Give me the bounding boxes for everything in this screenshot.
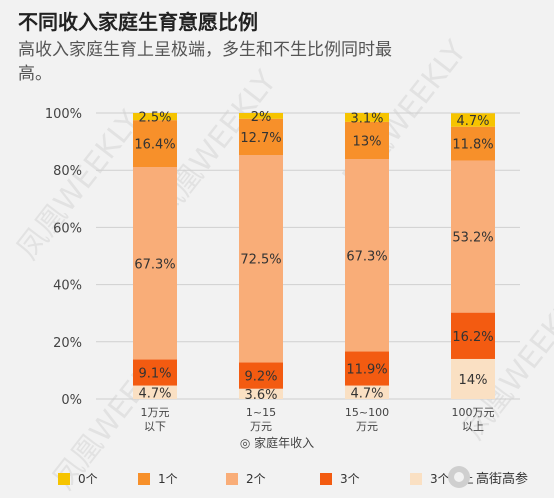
- legend-item-0: 0个: [58, 470, 98, 487]
- y-tick-label: 40%: [53, 279, 82, 294]
- data-label: 12.7%: [240, 131, 281, 146]
- data-label: 3.1%: [350, 111, 383, 126]
- legend-item-3: 3个: [320, 470, 360, 487]
- data-label: 67.3%: [134, 257, 175, 272]
- x-axis-label-icon: ◎: [239, 436, 251, 450]
- bar-segment: [239, 118, 283, 156]
- x-tick-label: 1~15: [246, 406, 276, 419]
- data-label: 11.9%: [346, 363, 387, 378]
- x-tick-label: 15~100: [345, 406, 389, 419]
- data-label: 13%: [353, 134, 382, 149]
- bar-segment: [239, 155, 283, 363]
- data-label: 11.8%: [452, 138, 493, 153]
- data-label: 2.5%: [138, 111, 171, 126]
- bar-segment: [133, 359, 177, 386]
- bar-segment: [239, 362, 283, 389]
- bar-segment: [451, 312, 495, 359]
- data-label: 53.2%: [452, 231, 493, 246]
- x-tick-label: 万元: [250, 420, 272, 433]
- bar-segment: [451, 113, 495, 127]
- legend-swatch: [226, 472, 238, 485]
- x-tick-label: 以下: [144, 420, 166, 433]
- bar-segment: [239, 113, 283, 119]
- bar-segment: [451, 160, 495, 313]
- data-label: 16.2%: [452, 330, 493, 345]
- y-tick-label: 80%: [53, 164, 82, 179]
- data-label: 67.3%: [346, 249, 387, 264]
- legend-item-2: 2个: [226, 470, 266, 487]
- chart-title: 不同收入家庭生育意愿比例: [18, 10, 258, 34]
- data-label: 4.7%: [350, 386, 383, 401]
- bar-segment: [451, 358, 495, 399]
- data-label: 16.4%: [134, 138, 175, 153]
- legend-label: 3个: [340, 472, 360, 486]
- data-label: 14%: [459, 373, 488, 388]
- legend-label: 2个: [246, 472, 266, 486]
- bar-segment: [133, 167, 177, 360]
- data-label: 4.7%: [456, 114, 489, 129]
- legend-item-1: 1个: [138, 470, 178, 487]
- bar-segment: [345, 159, 389, 352]
- y-tick-label: 20%: [53, 336, 82, 351]
- brand-name: 高街高参: [476, 471, 529, 487]
- data-label: 3.6%: [244, 388, 277, 403]
- bar-segment: [345, 351, 389, 386]
- wechat-icon: [448, 466, 470, 488]
- legend-label: 0个: [78, 472, 98, 486]
- legend-swatch: [410, 472, 422, 485]
- data-label: 4.7%: [138, 386, 171, 401]
- bar-segment: [133, 113, 177, 121]
- x-tick-label: 以上: [462, 420, 484, 433]
- data-label: 2%: [251, 110, 272, 125]
- y-tick-label: 100%: [45, 107, 82, 122]
- bar-segment: [345, 385, 389, 399]
- x-tick-label: 100万元: [452, 406, 495, 419]
- data-label: 72.5%: [240, 253, 281, 268]
- legend-swatch: [320, 472, 332, 485]
- legend-swatch: [138, 472, 150, 485]
- bar-segment: [345, 113, 389, 122]
- bar-segment: [133, 385, 177, 399]
- legend-swatch: [58, 472, 70, 485]
- bar-segment: [239, 388, 283, 399]
- y-tick-label: 0%: [61, 393, 82, 408]
- x-axis-label: 家庭年收入: [254, 436, 315, 450]
- chart-subtitle: 高收入家庭生育上呈极端，多生和不生比例同时最高。: [18, 40, 392, 84]
- data-label: 9.1%: [138, 367, 171, 382]
- bar-segment: [133, 120, 177, 168]
- y-tick-label: 60%: [53, 221, 82, 236]
- bar-segment: [345, 121, 389, 160]
- legend-label: 1个: [158, 472, 178, 486]
- bar-segment: [451, 126, 495, 161]
- legend: 0个 1个 2个 3个 3个以上: [58, 470, 528, 490]
- data-label: 9.2%: [244, 370, 277, 385]
- x-tick-label: 万元: [356, 420, 378, 433]
- x-tick-label: 1万元: [141, 406, 170, 419]
- x-axis-label-row: ◎ 家庭年收入: [0, 434, 554, 451]
- brand: 高街高参: [448, 466, 528, 488]
